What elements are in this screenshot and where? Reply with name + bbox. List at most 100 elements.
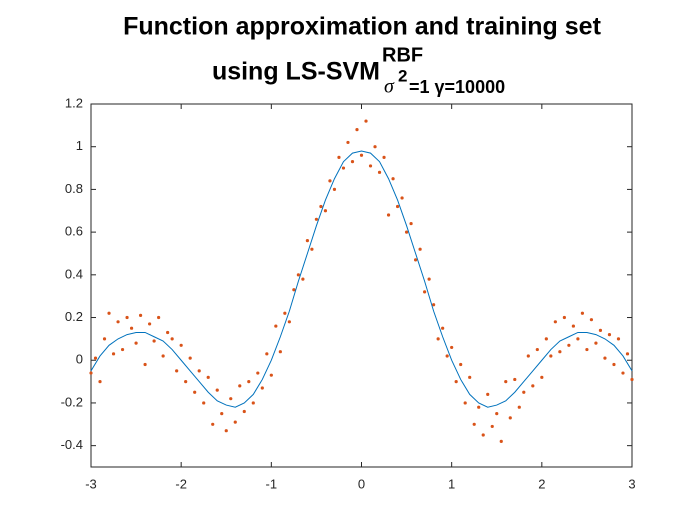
y-tick-label: 0.2: [65, 309, 83, 324]
data-point: [166, 330, 170, 335]
data-point: [571, 324, 575, 328]
data-point: [175, 369, 179, 373]
data-point: [274, 324, 278, 328]
data-point: [314, 217, 319, 221]
data-point: [391, 177, 395, 181]
data-point: [585, 347, 589, 352]
data-point: [621, 371, 625, 375]
plot-box: [90, 103, 633, 468]
data-point: [242, 409, 246, 414]
data-point: [206, 375, 210, 379]
data-point: [540, 375, 544, 379]
data-point: [341, 166, 346, 170]
data-point: [481, 433, 485, 437]
fit-line: [90, 150, 633, 408]
chart-title-line2: using LS-SVM: [212, 58, 380, 86]
data-point: [215, 388, 219, 392]
data-point: [238, 384, 242, 388]
data-point: [386, 213, 391, 217]
data-point: [441, 326, 445, 330]
data-point: [138, 313, 143, 317]
data-point: [459, 362, 463, 367]
data-point: [102, 337, 107, 341]
data-point: [522, 390, 526, 394]
title-sigma: σ: [384, 76, 395, 98]
data-point: [310, 247, 314, 251]
data-point: [427, 277, 431, 281]
data-point: [400, 196, 404, 200]
data-point: [625, 352, 630, 356]
data-point: [576, 337, 580, 341]
title-params: =1 γ=10000: [409, 77, 505, 97]
data-point: [395, 204, 400, 209]
data-point: [603, 356, 607, 360]
data-point: [224, 429, 228, 433]
data-point: [567, 343, 571, 347]
data-point: [170, 337, 174, 341]
data-point: [409, 221, 413, 226]
data-point: [504, 379, 508, 384]
y-tick-label: 1: [76, 138, 83, 153]
data-point: [125, 315, 129, 320]
data-point: [508, 416, 512, 420]
data-point: [152, 339, 156, 343]
data-point: [526, 354, 530, 358]
data-point: [197, 369, 201, 373]
data-point: [93, 356, 98, 360]
data-point: [472, 422, 476, 426]
data-point: [486, 392, 490, 396]
data-point: [630, 377, 634, 382]
data-point: [143, 362, 147, 367]
data-point: [531, 384, 535, 388]
data-point: [269, 373, 273, 377]
title-superscript: RBF: [382, 44, 423, 66]
data-point: [436, 337, 440, 341]
data-point: [229, 397, 233, 401]
data-point: [305, 239, 309, 243]
x-tick-label: -1: [266, 476, 278, 491]
data-point: [517, 405, 521, 409]
data-point: [558, 350, 562, 354]
data-point: [535, 347, 539, 352]
data-point: [513, 377, 517, 382]
data-point: [260, 386, 264, 390]
x-tick-label: -2: [175, 476, 187, 491]
data-point: [580, 311, 585, 315]
data-point: [368, 164, 373, 168]
data-point: [292, 288, 296, 292]
data-point: [418, 247, 422, 251]
data-point: [301, 277, 305, 281]
x-tick-label: 3: [628, 476, 635, 491]
data-point: [377, 170, 382, 174]
y-tick-label: 0: [76, 352, 83, 367]
y-tick-label: -0.4: [61, 437, 83, 452]
y-tick-label: 0.4: [65, 266, 83, 281]
data-point: [256, 371, 260, 375]
data-point: [251, 401, 255, 405]
data-point: [233, 420, 237, 424]
data-point: [499, 439, 503, 443]
data-point: [89, 371, 93, 375]
data-point: [598, 328, 603, 332]
data-point: [188, 356, 192, 360]
data-point: [120, 347, 125, 352]
data-point: [477, 405, 481, 409]
data-point: [355, 128, 359, 132]
data-point: [373, 145, 377, 149]
data-point: [116, 320, 120, 324]
data-point: [450, 345, 454, 350]
data-point: [445, 354, 449, 358]
y-tick-label: 1.2: [65, 95, 83, 110]
data-point: [278, 350, 282, 354]
data-point: [332, 187, 337, 192]
data-point: [111, 352, 116, 356]
data-point: [432, 303, 436, 307]
data-point: [184, 379, 188, 384]
data-point: [161, 354, 165, 358]
x-tick-label: 0: [358, 476, 365, 491]
data-point: [323, 209, 328, 213]
data-point: [359, 153, 364, 157]
data-point: [287, 320, 291, 324]
data-point: [129, 326, 134, 330]
